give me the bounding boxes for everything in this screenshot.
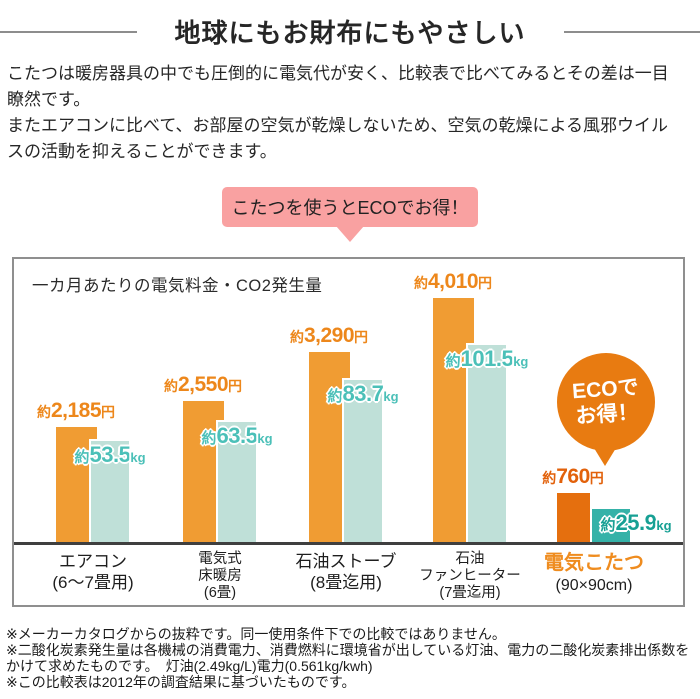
kg-unit: kg: [383, 389, 399, 404]
cost-value: 2,550: [177, 373, 229, 396]
co2-bar: [466, 343, 508, 542]
approx-prefix: 約: [600, 517, 616, 534]
kg-unit: kg: [257, 431, 273, 446]
co2-value-label: 約63.5kg: [201, 423, 272, 449]
kg-unit: kg: [130, 450, 146, 465]
co2-bar: [216, 420, 258, 542]
category-label-kotatsu: 電気こたつ (90×90cm): [544, 552, 644, 594]
intro-text: こたつは暖房器具の中でも圧倒的に電気代が安く、比較表で比べてみるとその差は一目瞭…: [7, 61, 681, 165]
yen-unit: 円: [101, 404, 116, 420]
kg-unit: kg: [513, 354, 529, 369]
footnote-1: ※メーカーカタログからの抜粋です。同一使用条件下での比較ではありません。: [6, 626, 506, 642]
approx-prefix: 約: [201, 430, 217, 447]
approx-prefix: 約: [36, 404, 51, 420]
co2-value-label: 約83.7kg: [327, 381, 398, 407]
co2-value: 101.5: [460, 346, 514, 371]
cost-value-label: 約2,185円: [37, 399, 115, 423]
co2-value: 63.5: [216, 423, 258, 448]
approx-prefix: 約: [163, 378, 178, 394]
co2-value: 83.7: [342, 381, 384, 406]
category-label-fan-heater: 石油 ファンヒーター (7畳迄用): [419, 551, 521, 601]
approx-prefix: 約: [445, 353, 461, 370]
approx-prefix: 約: [289, 329, 304, 345]
approx-prefix: 約: [542, 470, 557, 486]
x-axis: [14, 542, 683, 545]
approx-prefix: 約: [74, 449, 90, 466]
category-label-floor-heating: 電気式 床暖房 (6畳): [198, 551, 242, 601]
cost-value: 760: [556, 465, 590, 488]
cost-value-label: 約3,290円: [290, 324, 368, 348]
cost-value: 3,290: [303, 324, 355, 347]
cost-value-label: 約2,550円: [164, 373, 242, 397]
title-rule-left: [0, 30, 137, 33]
page-title: 地球にもお財布にもやさしい: [174, 18, 526, 48]
cost-value: 4,010: [427, 270, 479, 293]
eco-badge-line2: お得！: [574, 400, 640, 429]
approx-prefix: 約: [413, 275, 428, 291]
cost-value-label: 約4,010円: [414, 270, 492, 294]
eco-badge: ECOで お得！: [557, 353, 655, 466]
intro-paragraph-2: またエアコンに比べて、お部屋の空気が乾燥しないため、空気の乾燥による風邪ウイルス…: [7, 116, 668, 161]
callout-bubble: こたつを使うとECOでお得！: [222, 187, 478, 242]
yen-unit: 円: [354, 329, 369, 345]
co2-bar: [89, 439, 131, 542]
co2-value: 25.9: [615, 510, 657, 535]
co2-bar: [342, 378, 384, 542]
footnote-2: ※二酸化炭素発生量は各機械の消費電力、消費燃料に環境省が出している灯油、電力の二…: [6, 641, 690, 674]
cost-bar: [557, 493, 590, 542]
intro-paragraph-1: こたつは暖房器具の中でも圧倒的に電気代が安く、比較表で比べてみるとその差は一目瞭…: [7, 64, 669, 109]
co2-value-label: 約53.5kg: [74, 442, 145, 468]
category-label-oil-stove: 石油ストーブ (8畳迄用): [295, 552, 397, 592]
comparison-chart: 一カ月あたりの電気料金・CO2発生量 約2,185円 約53.5kg 約2,55…: [12, 257, 685, 607]
footnotes: ※メーカーカタログからの抜粋です。同一使用条件下での比較ではありません。 ※二酸…: [6, 626, 698, 691]
callout-text: こたつを使うとECOでお得！: [231, 198, 469, 218]
cost-value-label: 約760円: [542, 465, 604, 489]
title-rule-right: [563, 30, 700, 33]
co2-value-label: 約25.9kg: [600, 510, 671, 536]
x-axis-labels: エアコン (6～7畳用) 電気式 床暖房 (6畳) 石油ストーブ (8畳迄用) …: [14, 547, 683, 607]
eco-badge-tail: [594, 448, 616, 466]
cost-value: 2,185: [50, 399, 102, 422]
yen-unit: 円: [228, 378, 243, 394]
co2-value-label: 約101.5kg: [446, 346, 529, 372]
chart-plot-area: 約2,185円 約53.5kg 約2,550円 約63.5kg 約3,290円 …: [14, 259, 683, 542]
approx-prefix: 約: [327, 388, 343, 405]
section-header: 地球にもお財布にもやさしい: [0, 0, 700, 50]
footnote-3: ※この比較表は2012年の調査結果に基づいたものです。: [6, 673, 356, 690]
callout-tail: [336, 226, 364, 242]
chart-title: 一カ月あたりの電気料金・CO2発生量: [32, 277, 323, 295]
co2-bar: [590, 507, 632, 542]
co2-value: 53.5: [89, 442, 131, 467]
kg-unit: kg: [656, 518, 672, 533]
category-label-aircon: エアコン (6～7畳用): [52, 552, 134, 592]
yen-unit: 円: [478, 275, 493, 291]
eco-badge-text: ECOで お得！: [571, 375, 641, 430]
yen-unit: 円: [589, 470, 604, 486]
